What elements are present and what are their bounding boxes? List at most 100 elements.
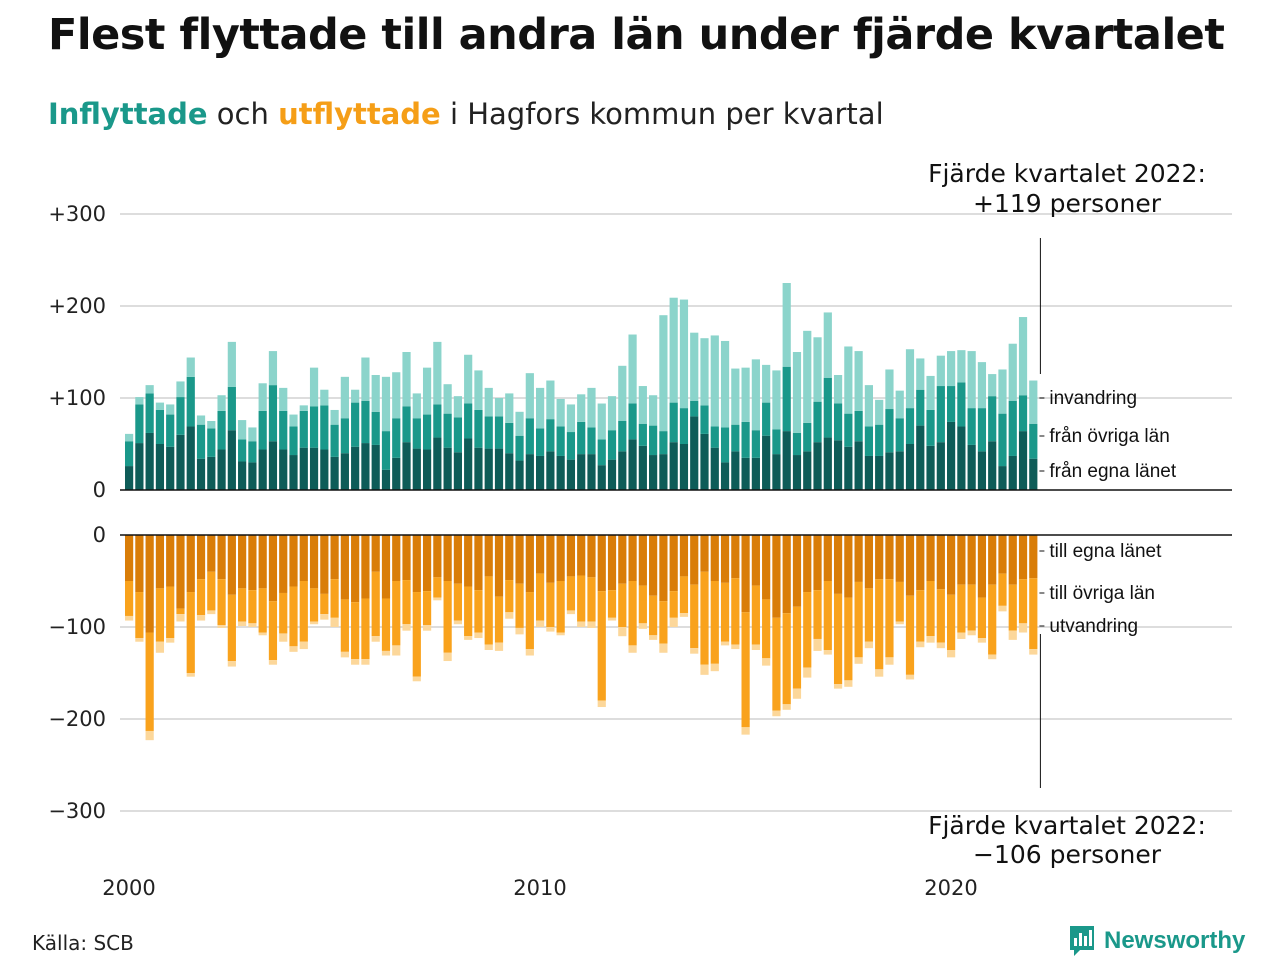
inflow-bar-segment <box>669 402 678 443</box>
inflow-bar-segment <box>443 413 452 448</box>
outflow-bar-segment <box>823 535 832 581</box>
outflow-bar-segment <box>248 590 257 624</box>
outflow-bar-segment <box>238 588 247 622</box>
outflow-bar-segment <box>299 535 308 581</box>
outflow-bar-segment <box>649 535 658 596</box>
end-label-outflow: till egna länet <box>1049 541 1162 562</box>
outflow-bar-segment <box>844 680 853 687</box>
outflow-bar-segment <box>371 636 380 642</box>
outflow-bar-segment <box>916 641 925 648</box>
outflow-bar-segment <box>227 594 236 662</box>
inflow-bar-segment <box>916 425 925 490</box>
inflow-bar-segment <box>289 455 298 490</box>
inflow-bar-segment <box>936 386 945 443</box>
outflow-bar-segment <box>751 585 760 645</box>
inflow-bar-segment <box>238 420 247 440</box>
inflow-bar-segment <box>433 341 442 405</box>
outflow-bar-segment <box>947 535 956 595</box>
inflow-bar-segment <box>412 448 421 490</box>
inflow-bar-segment <box>844 446 853 490</box>
inflow-bar-segment <box>433 437 442 490</box>
outflow-bar-segment <box>988 584 997 655</box>
outflow-bar-segment <box>536 620 545 627</box>
outflow-bar-segment <box>936 535 945 590</box>
inflow-bar-segment <box>618 365 627 421</box>
inflow-bar-segment <box>505 422 514 454</box>
outflow-bar-segment <box>833 535 843 594</box>
inflow-bar-segment <box>577 454 586 490</box>
outflow-bar-segment <box>474 535 483 591</box>
outflow-bar-segment <box>402 535 411 581</box>
inflow-bar-segment <box>536 387 545 429</box>
inflow-bar-segment <box>402 352 411 407</box>
outflow-bar-segment <box>679 576 689 614</box>
outflow-bar-segment <box>299 641 308 650</box>
outflow-bar-segment <box>618 627 627 637</box>
outflow-bar-segment <box>905 595 915 675</box>
inflow-bar-segment <box>474 447 483 490</box>
outflow-bar-segment <box>392 645 401 656</box>
inflow-bar-segment <box>135 404 144 444</box>
inflow-bar-segment <box>875 399 884 425</box>
inflow-bar-segment <box>679 408 689 444</box>
inflow-bar-segment <box>320 389 329 406</box>
outflow-bar-segment <box>546 582 555 627</box>
inflow-bar-segment <box>1018 317 1028 396</box>
inflow-bar-segment <box>607 396 617 431</box>
inflow-bar-segment <box>1008 400 1017 456</box>
y-tick-label: −200 <box>48 707 106 731</box>
inflow-bar-segment <box>505 393 514 423</box>
inflow-bar-segment <box>926 409 935 446</box>
inflow-bar-segment <box>659 454 668 490</box>
inflow-bar-segment <box>669 442 678 490</box>
inflow-bar-segment <box>196 415 206 425</box>
outflow-bar-segment <box>731 644 740 650</box>
outflow-bar-segment <box>330 535 339 580</box>
inflow-bar-segment <box>690 332 699 401</box>
outflow-bar-segment <box>238 535 247 589</box>
inflow-bar-segment <box>392 372 401 419</box>
inflow-bar-segment <box>762 435 771 490</box>
outflow-bar-segment <box>587 535 596 578</box>
inflow-bar-segment <box>196 424 206 459</box>
inflow-bar-segment <box>649 425 658 456</box>
inflow-bar-segment <box>299 410 308 448</box>
inflow-bar-segment <box>638 423 647 446</box>
inflow-bar-segment <box>186 426 195 490</box>
outflow-bars <box>125 535 1038 741</box>
inflow-bar-segment <box>577 394 586 422</box>
inflow-bar-segment <box>330 456 339 490</box>
outflow-bar-segment <box>895 621 904 625</box>
outflow-bar-segment <box>135 638 144 642</box>
inflow-bar-segment <box>854 441 863 490</box>
inflow-bar-segment <box>309 367 319 407</box>
inflow-bar-segment <box>905 444 915 490</box>
inflow-bar-segment <box>659 431 668 455</box>
inflow-bar-segment <box>885 452 894 490</box>
inflow-bar-segment <box>361 443 370 490</box>
inflow-bar-segment <box>546 419 555 452</box>
outflow-bar-segment <box>895 581 904 622</box>
outflow-bar-segment <box>751 535 760 586</box>
inflow-bar-segment <box>135 443 144 490</box>
outflow-bar-segment <box>422 535 432 592</box>
inflow-bar-segment <box>587 387 596 428</box>
inflow-bar-segment <box>936 355 945 387</box>
outflow-bar-segment <box>854 657 863 664</box>
outflow-bar-segment <box>556 632 565 636</box>
inflow-bar-segment <box>484 448 493 490</box>
inflow-bar-segment <box>618 421 627 452</box>
outflow-bar-segment <box>854 535 863 582</box>
inflow-bar-segment <box>371 375 380 412</box>
outflow-bar-segment <box>844 535 853 598</box>
y-tick-label: 0 <box>93 478 106 502</box>
inflow-bar-segment <box>135 397 144 405</box>
inflow-bar-segment <box>546 451 555 490</box>
inflow-bar-segment <box>433 404 442 438</box>
inflow-bar-segment <box>371 444 380 490</box>
inflow-bar-segment <box>628 439 637 490</box>
inflow-bar-segment <box>998 369 1007 414</box>
outflow-bar-segment <box>967 584 976 631</box>
outflow-bar-segment <box>597 700 606 708</box>
outflow-bar-segment <box>720 641 730 646</box>
